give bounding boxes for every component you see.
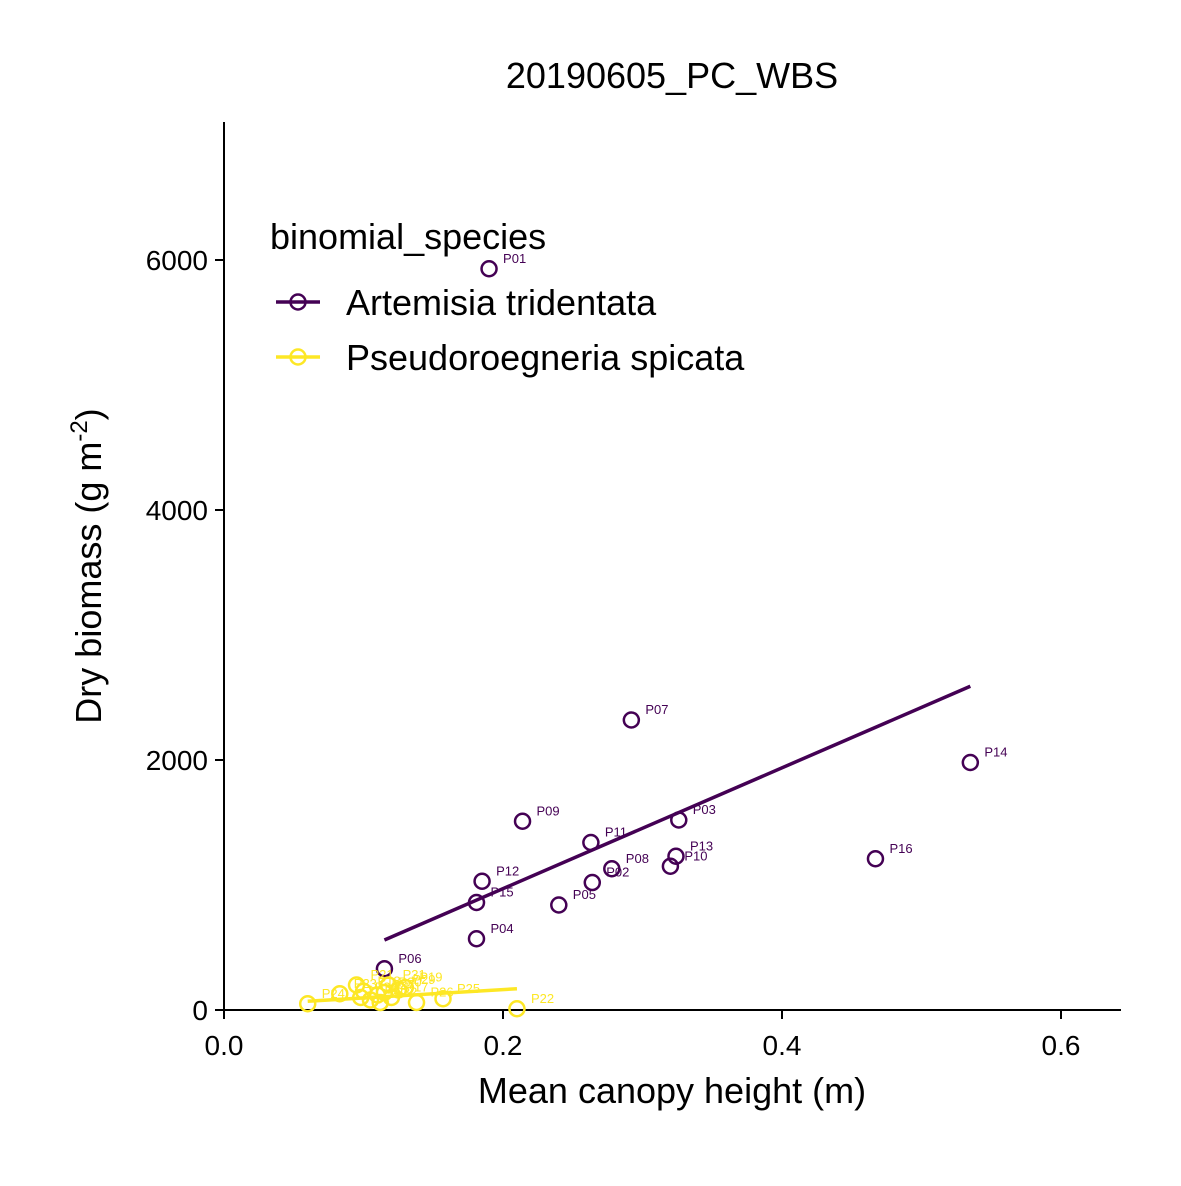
chart-title: 20190605_PC_WBS (506, 55, 838, 96)
point-labels: P01 P02 P03 P04 P05 P06 P07 P08 P09 P10 P11 P12 P13 P… (322, 251, 1008, 1006)
x-tick-label: 0.0 (205, 1030, 244, 1061)
data-point-P15 (467, 893, 486, 912)
point-label-P05: P05 (573, 887, 596, 902)
data-point-P04 (467, 930, 486, 948)
data-point-P03 (670, 811, 688, 829)
data-point-P01 (480, 260, 498, 278)
point-label-P20: P20 (398, 975, 421, 990)
point-label-P06: P06 (398, 951, 421, 966)
data-point-P07 (622, 711, 641, 729)
point-label-P13: P13 (690, 838, 713, 853)
y-tick-label: 6000 (146, 245, 208, 276)
data-point-P28 (361, 991, 380, 1009)
point-label-P07: P07 (645, 702, 668, 717)
legend-entries: Artemisia tridentata Pseudoroegneria spic… (276, 282, 745, 378)
data-point-P02 (583, 873, 602, 892)
y-axis-label-exponent: -2 (66, 420, 93, 441)
point-label-P19: P19 (419, 970, 442, 985)
y-tick-label: 2000 (146, 745, 208, 776)
data-point-P32 (371, 993, 389, 1012)
x-tick-label: 0.6 (1042, 1030, 1081, 1061)
point-label-P29: P29 (412, 972, 435, 987)
point-label-P22: P22 (531, 991, 554, 1006)
data-point-P09 (513, 812, 532, 830)
y-axis-label-close: ) (68, 408, 109, 420)
point-label-P01: P01 (503, 251, 526, 266)
point-label-P18: P18 (378, 973, 401, 988)
data-point-P31 (379, 976, 398, 994)
data-point-P14 (961, 753, 980, 772)
point-label-P31: P31 (403, 967, 426, 982)
point-label-P17: P17 (405, 980, 428, 995)
x-tick-label: 0.2 (484, 1030, 523, 1061)
y-axis-label: Dry biomass (g m-2) (66, 408, 109, 723)
y-tick-label: 0 (192, 995, 208, 1026)
data-point-P29 (389, 981, 408, 999)
point-label-P25: P25 (457, 981, 480, 996)
legend: binomial_species Artemisia tridentata Pse… (270, 216, 745, 378)
data-point-P13 (667, 847, 685, 865)
data-point-P11 (582, 833, 600, 852)
data-point-P16 (866, 850, 885, 868)
point-label-P21: P21 (371, 967, 394, 982)
point-label-P14: P14 (984, 745, 1007, 760)
point-label-P24: P24 (322, 986, 345, 1001)
point-label-P30: P30 (375, 980, 398, 995)
legend-title: binomial_species (270, 216, 546, 257)
data-point-P05 (550, 896, 568, 914)
data-point-P26 (407, 993, 426, 1012)
y-tick-label: 4000 (146, 495, 208, 526)
point-label-P26: P26 (431, 985, 454, 1000)
point-label-P28: P28 (384, 982, 407, 997)
data-point-P12 (473, 872, 491, 890)
x-axis-label: Mean canopy height (m) (478, 1070, 866, 1111)
point-label-P27: P27 (391, 977, 414, 992)
data-point-P22 (508, 1000, 526, 1018)
data-point-P06 (375, 960, 394, 978)
legend-label: Pseudoroegneria spicata (346, 337, 745, 378)
point-label-P16: P16 (889, 841, 912, 856)
legend-key-point (289, 293, 307, 311)
data-point-P24 (298, 995, 317, 1013)
data-point-P08 (603, 860, 621, 878)
point-label-P09: P09 (537, 803, 560, 818)
point-label-P02: P02 (606, 865, 629, 880)
data-point-P10 (661, 857, 680, 875)
point-label-P32: P32 (394, 985, 417, 1000)
data-point-P23 (331, 985, 349, 1003)
point-label-P23: P23 (354, 976, 377, 991)
legend-label: Artemisia tridentata (346, 282, 657, 323)
legend-key-point (289, 348, 307, 366)
point-label-P12: P12 (496, 863, 519, 878)
data-points (298, 260, 980, 1018)
point-label-P11: P11 (605, 825, 627, 840)
point-label-P04: P04 (490, 921, 513, 936)
axes: 0.0 0.2 0.4 0.6 0 2000 4000 6000 (146, 122, 1121, 1061)
x-tick-label: 0.4 (763, 1030, 802, 1061)
data-point-P25 (434, 990, 452, 1008)
point-label-P15: P15 (490, 885, 513, 900)
point-label-P10: P10 (684, 848, 707, 863)
y-axis-label-main: Dry biomass (g m (68, 442, 109, 724)
point-label-P03: P03 (693, 802, 716, 817)
point-label-P08: P08 (626, 851, 649, 866)
data-point-P30 (351, 988, 370, 1007)
